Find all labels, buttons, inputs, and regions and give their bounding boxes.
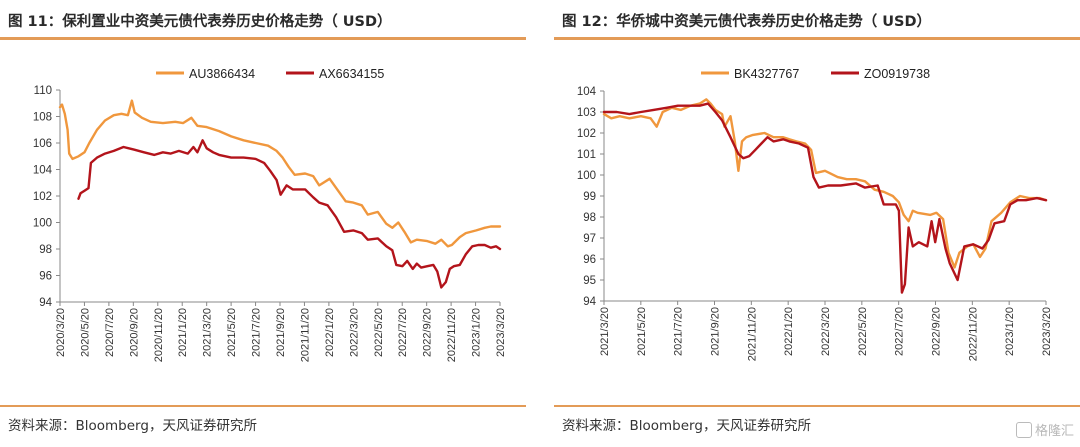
legend-label: BK4327767 <box>734 67 799 81</box>
x-tick-label: 2022/5/20 <box>373 308 385 357</box>
y-tick-label: 102 <box>577 128 596 140</box>
x-tick-label: 2023/3/20 <box>495 308 507 357</box>
series-line-zo0919738 <box>602 102 1048 294</box>
y-tick-label: 100 <box>33 218 52 230</box>
source-note: 资料来源：Bloomberg，天风证券研究所 <box>562 418 811 434</box>
legend: AU3866434 AX6634155 <box>156 67 384 81</box>
chart-panel-right: 图 12：华侨城中资美元债代表券历史价格走势（ USD） 94 95 96 97 98 9… <box>554 0 1080 447</box>
line-chart-poly: 94 96 98 100 102 104 106 108 110 2020/3/20 2020/5/… <box>33 67 507 362</box>
y-tick-label: 104 <box>577 86 597 98</box>
x-tick-label: 2022/7/20 <box>397 308 409 357</box>
y-tick-label: 108 <box>33 112 52 124</box>
x-tick-label: 2021/7/20 <box>673 307 685 356</box>
x-tick-label: 2021/11/20 <box>299 308 311 362</box>
series-line-au3866434 <box>58 99 502 248</box>
x-tick-label: 2022/11/20 <box>446 308 458 362</box>
y-tick-label: 98 <box>583 212 596 224</box>
line-chart-oct: 94 95 96 97 98 99 100 101 102 103 104 2021/3/20 2021… <box>577 67 1053 361</box>
x-tick-label: 2023/1/20 <box>1004 307 1016 356</box>
y-tick-label: 98 <box>39 244 52 256</box>
y-tick-label: 102 <box>33 191 52 203</box>
y-tick-label: 94 <box>39 297 52 309</box>
x-tick-label: 2022/7/20 <box>894 307 906 356</box>
y-tick-label: 101 <box>577 149 596 161</box>
chart-title: 图 12：华侨城中资美元债代表券历史价格走势（ USD） <box>562 14 932 30</box>
source-divider <box>554 405 1080 407</box>
x-tick-label: 2020/11/20 <box>153 308 165 362</box>
watermark-logo-icon <box>1015 422 1032 438</box>
y-tick-label: 96 <box>39 271 52 283</box>
x-tick-label: 2021/5/20 <box>636 307 648 356</box>
y-tick-label: 103 <box>577 107 596 119</box>
title-divider <box>0 37 526 40</box>
watermark-text: 格隆汇 <box>1034 424 1074 439</box>
y-tick-label: 95 <box>583 275 596 287</box>
x-tick-label: 2022/5/20 <box>857 307 869 356</box>
x-tick-label: 2022/3/20 <box>348 308 360 357</box>
x-tick-label: 2022/1/20 <box>324 308 336 357</box>
x-tick-label: 2020/7/20 <box>104 308 116 357</box>
y-tick-label: 94 <box>583 296 596 308</box>
x-tick-label: 2021/3/20 <box>599 307 611 356</box>
x-tick-label: 2021/9/20 <box>710 307 722 356</box>
legend-label: ZO0919738 <box>864 67 930 81</box>
x-tick-label: 2022/1/20 <box>783 307 795 356</box>
source-divider <box>0 405 526 407</box>
y-tick-label: 96 <box>583 254 596 266</box>
x-tick-label: 2021/7/20 <box>251 308 263 357</box>
y-tick-label: 100 <box>577 170 596 182</box>
x-tick-label: 2023/1/20 <box>471 308 483 357</box>
x-tick-label: 2021/5/20 <box>226 308 238 357</box>
x-tick-label: 2020/5/20 <box>79 308 91 357</box>
y-tick-label: 97 <box>583 233 596 245</box>
y-tick-label: 106 <box>33 138 52 150</box>
x-tick-label: 2020/3/20 <box>55 308 67 357</box>
x-tick-label: 2022/9/20 <box>931 307 943 356</box>
x-tick-label: 2023/3/20 <box>1041 307 1053 356</box>
x-tick-label: 2021/11/20 <box>746 307 758 361</box>
x-tick-label: 2020/9/20 <box>128 308 140 357</box>
y-tick-label: 104 <box>33 165 53 177</box>
x-tick-label: 2022/11/20 <box>967 307 979 361</box>
legend-label: AX6634155 <box>319 67 384 81</box>
x-tick-label: 2021/3/20 <box>202 308 214 357</box>
x-tick-label: 2021/9/20 <box>275 308 287 357</box>
series-line-bk4327767 <box>602 98 1048 269</box>
series-line-ax6634155 <box>77 139 502 289</box>
source-note: 资料来源：Bloomberg，天风证券研究所 <box>8 418 257 434</box>
legend: BK4327767 ZO0919738 <box>701 67 930 81</box>
chart-panel-left: 图 11：保利置业中资美元债代表券历史价格走势（ USD） 94 96 98 100 1… <box>0 0 526 447</box>
y-tick-label: 110 <box>34 85 52 97</box>
y-tick-label: 99 <box>583 191 596 203</box>
title-divider <box>554 37 1080 40</box>
x-tick-label: 2021/1/20 <box>177 308 189 357</box>
x-tick-label: 2022/3/20 <box>820 307 832 356</box>
legend-label: AU3866434 <box>189 67 255 81</box>
x-tick-label: 2022/9/20 <box>422 308 434 357</box>
watermark: 格隆汇 <box>1015 420 1074 439</box>
chart-title: 图 11：保利置业中资美元债代表券历史价格走势（ USD） <box>8 14 392 30</box>
